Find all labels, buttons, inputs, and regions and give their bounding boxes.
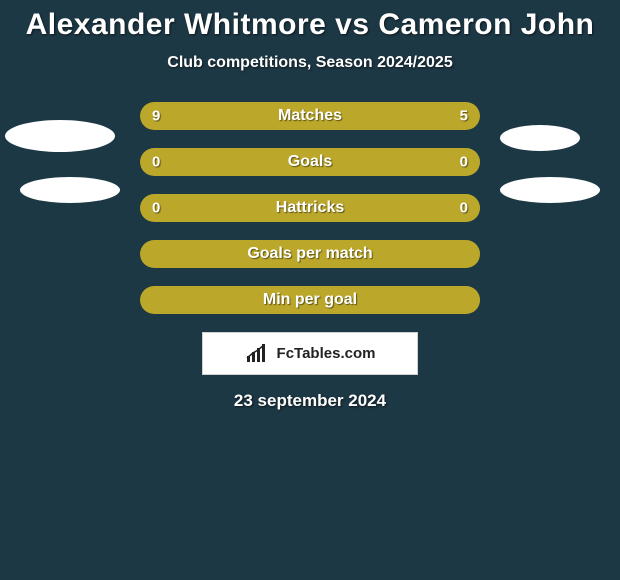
metric-value-right: 0 xyxy=(460,200,468,217)
metric-value-left: 0 xyxy=(152,154,160,171)
metric-name: Matches xyxy=(278,107,342,125)
attribution-badge: FcTables.com xyxy=(202,332,418,375)
metric-value-right: 5 xyxy=(460,108,468,125)
player-placeholder-ellipse xyxy=(500,125,580,151)
player-placeholder-ellipse xyxy=(5,120,115,152)
metric-value-right: 0 xyxy=(460,154,468,171)
metric-row: Min per goal xyxy=(0,286,620,314)
datestamp: 23 september 2024 xyxy=(0,391,620,411)
metric-name: Hattricks xyxy=(276,199,344,217)
metric-bar: Matches 9 5 xyxy=(140,102,480,130)
metric-bar: Goals per match xyxy=(140,240,480,268)
page-subtitle: Club competitions, Season 2024/2025 xyxy=(0,54,620,72)
metric-row: Goals 0 0 xyxy=(0,148,620,176)
metric-row: Goals per match xyxy=(0,240,620,268)
metric-value-left: 0 xyxy=(152,200,160,217)
page-title: Alexander Whitmore vs Cameron John xyxy=(0,0,620,42)
metric-bar: Hattricks 0 0 xyxy=(140,194,480,222)
metric-bar: Min per goal xyxy=(140,286,480,314)
comparison-infographic: Alexander Whitmore vs Cameron John Club … xyxy=(0,0,620,580)
metric-name: Goals per match xyxy=(247,245,372,263)
metric-name: Goals xyxy=(288,153,332,171)
metric-name: Min per goal xyxy=(263,291,357,309)
player-placeholder-ellipse xyxy=(500,177,600,203)
logo-bars-icon xyxy=(245,344,271,364)
metric-bar: Goals 0 0 xyxy=(140,148,480,176)
metric-value-left: 9 xyxy=(152,108,160,125)
player-placeholder-ellipse xyxy=(20,177,120,203)
attribution-text: FcTables.com xyxy=(277,345,376,362)
